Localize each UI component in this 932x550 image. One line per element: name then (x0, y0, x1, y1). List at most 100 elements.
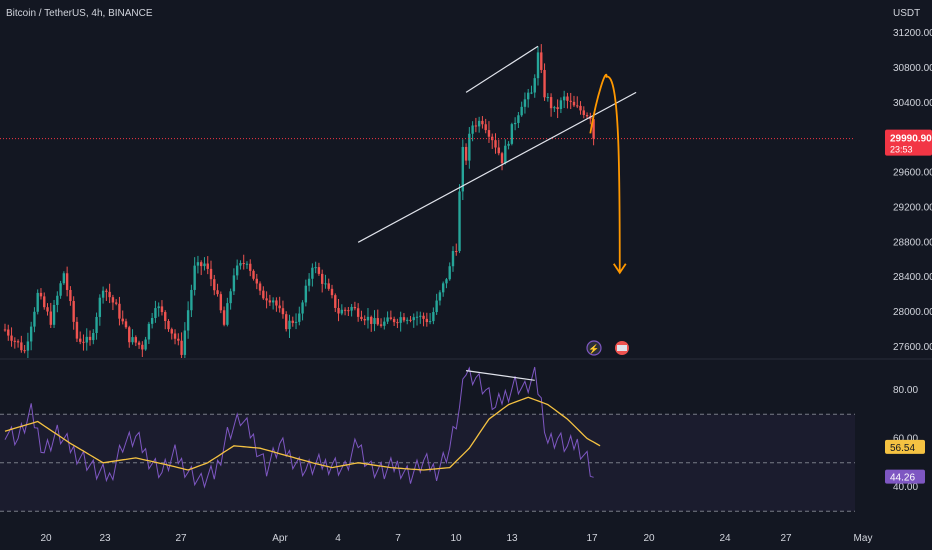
candle-body (3, 329, 7, 331)
candle-body (196, 262, 200, 266)
candle-body (167, 320, 170, 330)
candle-body (320, 273, 324, 284)
candle-body (285, 314, 288, 330)
candle-body (268, 300, 272, 303)
candle-body (347, 310, 350, 312)
candle-body (386, 317, 389, 322)
candles (3, 44, 595, 358)
candle-body (281, 308, 285, 315)
candle-body (543, 69, 546, 98)
rsi-line (4, 366, 594, 489)
candle-body (288, 320, 291, 330)
candle-body (402, 317, 406, 321)
candle-body (455, 251, 458, 253)
candle-body (363, 319, 366, 321)
candle-body (206, 263, 209, 269)
candle-body (458, 191, 461, 252)
candle-body (464, 146, 468, 161)
price-tick-label: 28800.00 (893, 237, 932, 248)
candle-body (360, 316, 363, 320)
candle-body (396, 322, 399, 324)
candle-body (249, 263, 252, 271)
candle-body (209, 268, 213, 280)
candle-body (582, 110, 585, 116)
time-axis: 20 23 27 Apr 4 7 10 13 17 20 24 27 May (40, 533, 872, 544)
candle-body (131, 337, 134, 343)
candle-body (43, 296, 46, 308)
candle-body (569, 100, 572, 102)
candle-body (546, 97, 550, 99)
candle-body (26, 341, 30, 351)
candle-body (85, 336, 88, 343)
candle-body (82, 341, 85, 343)
time-tick-label: 7 (395, 533, 401, 544)
time-tick-label: 17 (586, 533, 598, 544)
candle-body (265, 298, 268, 301)
candle-body (213, 279, 216, 291)
candle-body (7, 329, 10, 336)
candle-body (242, 263, 245, 265)
candle-body (92, 332, 95, 341)
candle-body (553, 107, 556, 109)
candle-body (533, 78, 536, 93)
candle-body (111, 297, 115, 303)
candle-body (177, 338, 180, 341)
candle-body (379, 324, 383, 326)
candle-body (399, 317, 402, 323)
time-tick-label: 13 (506, 533, 518, 544)
candle-body (298, 313, 301, 322)
candle-body (39, 292, 43, 297)
rsi-panel: 80.00 60.00 40.00 56.54 44.26 (0, 366, 925, 512)
candle-body (540, 52, 543, 70)
symbol-header: Bitcoin / TetherUS, 4h, BINANCE (6, 8, 153, 19)
candle-body (49, 311, 52, 325)
price-tick-label: 30400.00 (893, 98, 932, 109)
candle-body (108, 291, 111, 298)
time-tick-label: 20 (643, 533, 655, 544)
candle-body (46, 307, 49, 312)
price-tick-label: 30800.00 (893, 63, 932, 74)
candle-body (29, 326, 33, 342)
candle-body (23, 350, 26, 352)
candle-body (481, 120, 484, 125)
candle-body (193, 265, 196, 290)
candle-body (468, 133, 471, 161)
time-tick-label: 27 (175, 533, 187, 544)
candle-body (566, 96, 569, 101)
candle-body (56, 295, 59, 305)
rsi-ma-value: 56.54 (890, 443, 915, 454)
rsi-value: 44.26 (890, 473, 915, 484)
candle-body (183, 330, 187, 355)
candle-body (200, 262, 203, 267)
candle-body (101, 290, 105, 298)
candle-body (62, 273, 66, 284)
candle-body (572, 101, 576, 106)
candle-body (585, 115, 589, 117)
candle-body (16, 341, 20, 343)
rsi-value-badge (885, 469, 925, 484)
candle-body (278, 305, 281, 309)
time-tick-label: 27 (780, 533, 792, 544)
candle-body (170, 329, 173, 334)
price-tick-label: 31200.00 (893, 28, 932, 39)
candle-body (186, 310, 190, 331)
time-tick-label: 24 (719, 533, 731, 544)
candle-body (190, 289, 193, 311)
candle-body (389, 317, 393, 319)
candle-body (373, 318, 376, 324)
candle-body (471, 125, 474, 134)
candle-body (150, 317, 154, 324)
candle-body (556, 107, 559, 110)
last-price-value: 29990.90 (890, 134, 932, 145)
candle-body (510, 124, 514, 144)
candle-body (219, 294, 223, 311)
price-tick-label: 28400.00 (893, 272, 932, 283)
candle-body (324, 283, 327, 285)
candle-body (301, 302, 304, 314)
time-tick-label: Apr (272, 533, 288, 544)
candle-body (291, 320, 294, 323)
candle-body (428, 321, 432, 323)
candle-body (474, 125, 478, 127)
candle-body (451, 251, 455, 267)
